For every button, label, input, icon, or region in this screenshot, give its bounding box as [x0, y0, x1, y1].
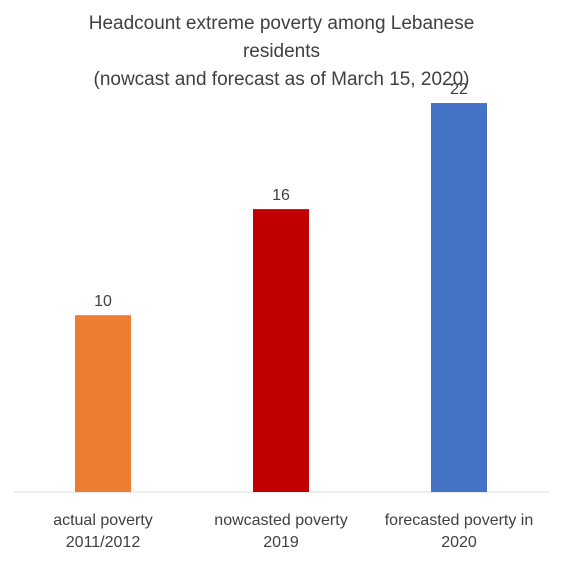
- data-label-1: 16: [272, 187, 290, 204]
- x-tick-label-2: forecasted poverty in 2020: [374, 510, 544, 554]
- x-tick-label-2-line-1: forecasted poverty in: [384, 512, 534, 529]
- x-tick-label-0: actual poverty 2011/2012: [18, 510, 188, 554]
- bar-1: [253, 209, 309, 492]
- chart-title-line-1: Headcount extreme poverty among Lebanese: [88, 13, 475, 34]
- x-tick-label-2-line-2: 2020: [441, 534, 477, 551]
- bar-2: [431, 103, 487, 492]
- x-tick-label-1-line-1: nowcasted poverty: [214, 512, 348, 529]
- data-label-2: 22: [450, 81, 468, 98]
- chart-title-line-3: (nowcast and forecast as of March 15, 20…: [93, 69, 470, 90]
- data-label-0: 10: [94, 293, 112, 310]
- x-tick-label-0-line-1: actual poverty: [53, 512, 153, 529]
- x-tick-label-1-line-2: 2019: [263, 534, 299, 551]
- x-tick-label-1: nowcasted poverty 2019: [196, 510, 366, 554]
- x-tick-label-0-line-2: 2011/2012: [65, 534, 141, 551]
- bar-0: [75, 315, 131, 492]
- chart-title-line-2: residents: [242, 41, 321, 62]
- chart-title: Headcount extreme poverty among Lebanese…: [0, 10, 563, 94]
- bars-layer: [75, 103, 487, 492]
- data-labels-layer: 10 16 22: [94, 81, 468, 310]
